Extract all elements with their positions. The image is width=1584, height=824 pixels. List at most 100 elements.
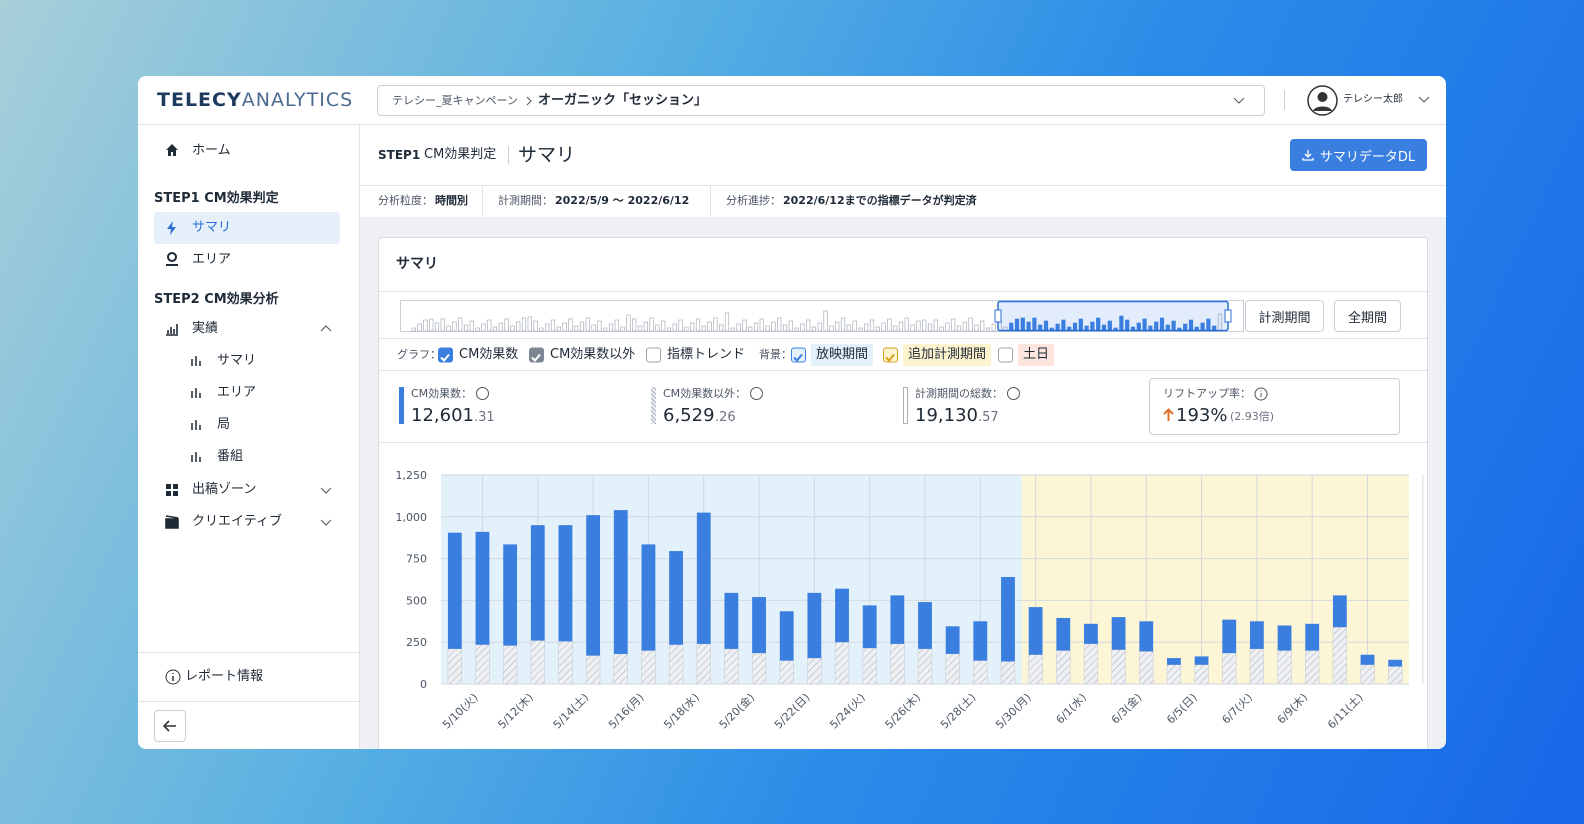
mini-bar — [469, 320, 474, 332]
user-menu-arrow[interactable] — [1418, 95, 1430, 105]
nav-group[interactable]: 出稿ゾーン — [192, 482, 257, 497]
mini-bar — [753, 322, 759, 332]
bar-cm — [807, 592, 822, 659]
nav-report[interactable]: レポート情報 — [185, 669, 264, 684]
mini-bar — [875, 326, 880, 332]
mini-bar — [904, 317, 909, 332]
mini-bar — [771, 321, 776, 332]
collapse-arrow[interactable] — [320, 324, 332, 334]
nav-home[interactable]: ホーム — [192, 143, 231, 158]
mini-bar — [748, 326, 753, 332]
bar-other — [1222, 652, 1237, 685]
x-tick-label: 5/12(木) — [495, 691, 536, 732]
divider — [379, 291, 1427, 292]
expand-arrow[interactable] — [320, 486, 332, 496]
mini-bar — [806, 319, 811, 332]
bar-cm — [669, 551, 683, 645]
mini-bar — [556, 326, 561, 332]
metric-decimal: .31 — [474, 410, 495, 425]
info-label: 分析進捗： — [726, 194, 781, 207]
nav-item[interactable]: サマリ — [192, 220, 232, 235]
x-tick-label: 6/11(土) — [1325, 691, 1366, 732]
nav-subitem[interactable]: エリア — [217, 385, 257, 400]
bar-cm — [1305, 623, 1320, 651]
info-value: 時間別 — [435, 194, 468, 207]
bar-cm — [862, 605, 877, 649]
bar-cm — [530, 525, 545, 641]
range-navigator[interactable] — [400, 300, 1245, 333]
checkbox[interactable] — [646, 347, 661, 363]
info-icon — [750, 387, 763, 400]
mini-bar — [956, 325, 962, 332]
mini-bar — [939, 326, 944, 332]
metric-value: 12,601 — [411, 405, 474, 426]
bar-other — [945, 653, 960, 685]
mini-bar — [869, 319, 875, 332]
expand-arrow[interactable] — [320, 518, 332, 528]
bolt-icon — [167, 221, 176, 235]
bar-other — [558, 641, 573, 685]
lift-value: 193% — [1176, 405, 1228, 426]
breadcrumb-select[interactable]: テレシー_夏キャンペーン オーガニック「セッション」 — [377, 85, 1265, 116]
checkbox[interactable] — [791, 347, 806, 363]
mini-bar — [579, 321, 585, 332]
mini-bar — [765, 325, 770, 332]
bar-cm — [1277, 625, 1292, 651]
range-button[interactable]: 計測期間 — [1245, 300, 1324, 332]
dropdown-arrow — [1233, 97, 1245, 104]
mini-bar — [568, 318, 573, 332]
page-title: サマリ — [518, 144, 576, 166]
divider — [1284, 90, 1285, 110]
nav-item[interactable]: エリア — [192, 252, 232, 267]
range-button[interactable]: 全期間 — [1334, 300, 1401, 332]
check-mark — [885, 353, 895, 362]
mini-bar — [649, 317, 654, 332]
nav-subitem[interactable]: 番組 — [217, 449, 244, 464]
extra-period-bg — [1021, 475, 1409, 684]
mini-bar — [933, 319, 938, 332]
bar-other — [973, 660, 988, 685]
lift-box: リフトアップ率： 193% (2.93倍) — [1149, 378, 1400, 435]
mini-bar — [945, 322, 950, 332]
bar-other — [1360, 664, 1375, 685]
divider — [710, 185, 711, 217]
user-name: テレシー太郎 — [1343, 94, 1403, 105]
checkbox[interactable] — [529, 347, 544, 363]
download-button[interactable]: サマリデータDL — [1290, 139, 1427, 171]
checkbox[interactable] — [883, 347, 898, 363]
checkbox[interactable] — [998, 347, 1013, 363]
mini-bar — [690, 322, 695, 332]
bar-cm — [890, 595, 905, 644]
nav-subitem[interactable]: 局 — [217, 417, 231, 432]
mini-bar — [434, 322, 440, 332]
bar-other — [1194, 664, 1209, 685]
mini-bar — [852, 320, 857, 332]
x-tick-label: 5/24(火) — [827, 691, 868, 732]
option-label: 背景： — [759, 348, 792, 361]
avatar[interactable] — [1307, 85, 1338, 116]
nav-group[interactable]: クリエイティブ — [192, 514, 282, 529]
mini-bar — [626, 314, 631, 332]
mini-bar — [782, 324, 788, 332]
nav-subitem[interactable]: サマリ — [217, 353, 257, 368]
nav-group[interactable]: 実績 — [192, 321, 219, 336]
breadcrumb-campaign: テレシー_夏キャンペーン — [392, 94, 518, 107]
bar-other — [696, 643, 711, 685]
bar-other — [1000, 661, 1016, 685]
back-arrow — [163, 720, 176, 732]
mini-bar — [916, 320, 921, 332]
info-icon — [1254, 387, 1268, 401]
top-bar: TELECYANALYTICS テレシー_夏キャンペーン オーガニック「セッショ… — [138, 76, 1446, 125]
mini-bar — [608, 323, 614, 332]
mini-bar — [991, 323, 996, 332]
bar-cm — [1084, 623, 1098, 644]
mini-bar — [521, 317, 527, 332]
chart: 0 250 500 750 1,000 1,250 5/10(火) 5/12(木) 5/14(土… — [396, 469, 1424, 732]
mini-bar — [481, 323, 486, 332]
checkbox[interactable] — [438, 347, 453, 363]
x-tick-label: 5/18(水) — [661, 691, 702, 732]
y-tick-label: 1,000 — [396, 511, 428, 524]
collapse-sidebar-button[interactable] — [154, 710, 186, 742]
mini-bar — [632, 318, 637, 332]
mini-bar — [724, 312, 730, 332]
